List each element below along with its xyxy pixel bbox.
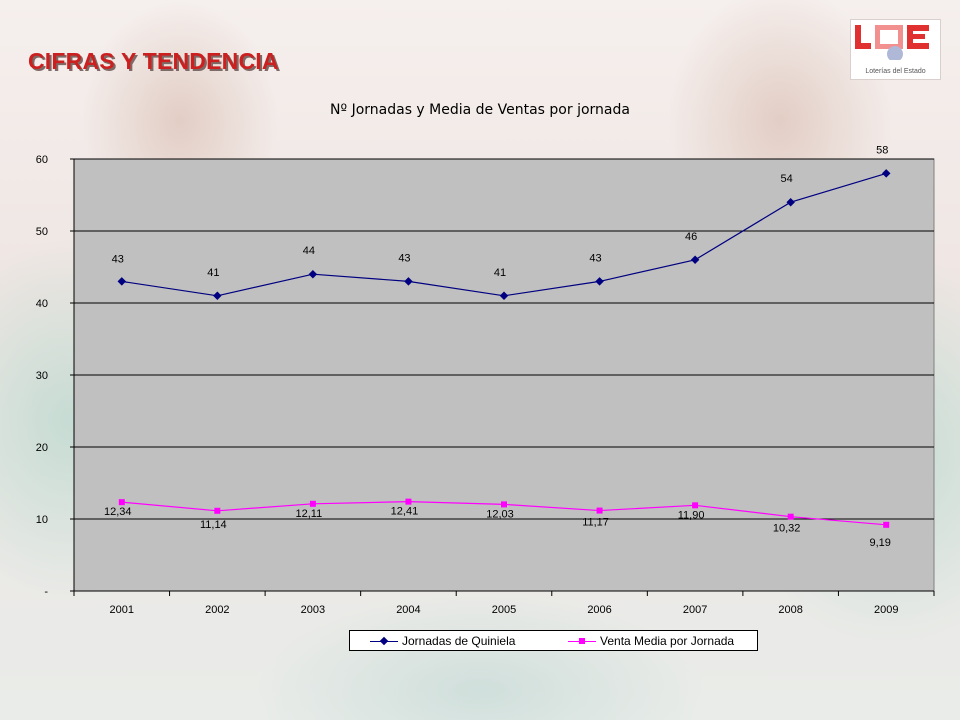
data-point-venta bbox=[214, 507, 221, 514]
y-tick-label: 30 bbox=[36, 370, 48, 382]
y-tick-label: 20 bbox=[36, 442, 48, 454]
page-title: CIFRAS Y TENDENCIA bbox=[28, 48, 279, 74]
x-tick-label: 2002 bbox=[205, 604, 229, 616]
data-label-venta: 9,19 bbox=[870, 537, 891, 549]
data-point-jornadas bbox=[117, 277, 127, 286]
data-point-jornadas bbox=[308, 269, 318, 279]
data-label-venta: 12,34 bbox=[104, 506, 132, 518]
data-label-jornadas: 43 bbox=[589, 252, 601, 264]
data-label-venta: 11,14 bbox=[200, 519, 227, 531]
data-point-venta bbox=[501, 501, 507, 508]
data-label-venta: 11,17 bbox=[582, 517, 609, 529]
data-point-jornadas bbox=[499, 291, 509, 301]
data-label-jornadas: 54 bbox=[781, 173, 793, 185]
loterias-logo: Loterías del Estado bbox=[850, 19, 941, 80]
data-point-venta bbox=[883, 521, 890, 528]
data-point-venta bbox=[596, 507, 603, 514]
data-label-jornadas: 41 bbox=[494, 267, 506, 279]
data-point-jornadas bbox=[690, 255, 700, 265]
x-tick-label: 2006 bbox=[587, 604, 611, 616]
data-point-venta bbox=[405, 498, 412, 505]
x-tick-label: 2004 bbox=[396, 604, 420, 616]
legend-diamond-marker-icon bbox=[379, 636, 389, 646]
x-tick-label: 2008 bbox=[778, 604, 802, 616]
chart-legend: Jornadas de Quiniela Venta Media por Jor… bbox=[349, 630, 758, 651]
x-tick-label: 2009 bbox=[874, 604, 898, 616]
x-tick-label: 2001 bbox=[110, 604, 134, 616]
chart-title: Nº Jornadas y Media de Ventas por jornad… bbox=[330, 102, 630, 118]
data-point-jornadas bbox=[213, 291, 222, 301]
data-label-jornadas: 43 bbox=[398, 252, 410, 264]
legend-square-marker-icon bbox=[579, 638, 585, 644]
data-label-jornadas: 44 bbox=[303, 245, 315, 257]
data-label-venta: 12,11 bbox=[296, 508, 323, 520]
y-tick-label: 50 bbox=[36, 226, 48, 238]
data-point-jornadas bbox=[595, 277, 604, 286]
legend-label-venta: Venta Media por Jornada bbox=[600, 634, 735, 648]
data-label-venta: 12,41 bbox=[391, 506, 419, 518]
y-tick-label: - bbox=[44, 586, 48, 598]
x-tick-label: 2007 bbox=[683, 604, 707, 616]
y-tick-label: 10 bbox=[36, 514, 48, 526]
data-point-venta bbox=[118, 499, 125, 506]
data-label-jornadas: 46 bbox=[685, 231, 697, 243]
data-point-jornadas bbox=[404, 277, 413, 286]
data-point-venta bbox=[787, 513, 794, 520]
data-point-venta bbox=[692, 502, 699, 509]
data-label-venta: 10,32 bbox=[773, 523, 801, 535]
x-tick-label: 2003 bbox=[301, 604, 325, 616]
logo-text: Loterías del Estado bbox=[865, 68, 926, 75]
data-label-jornadas: 58 bbox=[876, 144, 888, 156]
data-label-jornadas: 41 bbox=[207, 267, 219, 279]
legend-label-jornadas: Jornadas de Quiniela bbox=[402, 634, 516, 648]
data-label-venta: 11,90 bbox=[678, 509, 705, 521]
logo-mark-icon bbox=[855, 25, 929, 62]
x-tick-label: 2005 bbox=[492, 604, 516, 616]
data-label-venta: 12,03 bbox=[486, 508, 514, 520]
y-tick-label: 60 bbox=[36, 154, 48, 166]
y-tick-label: 40 bbox=[36, 298, 48, 310]
data-point-venta bbox=[309, 500, 316, 507]
data-label-jornadas: 43 bbox=[112, 253, 124, 265]
